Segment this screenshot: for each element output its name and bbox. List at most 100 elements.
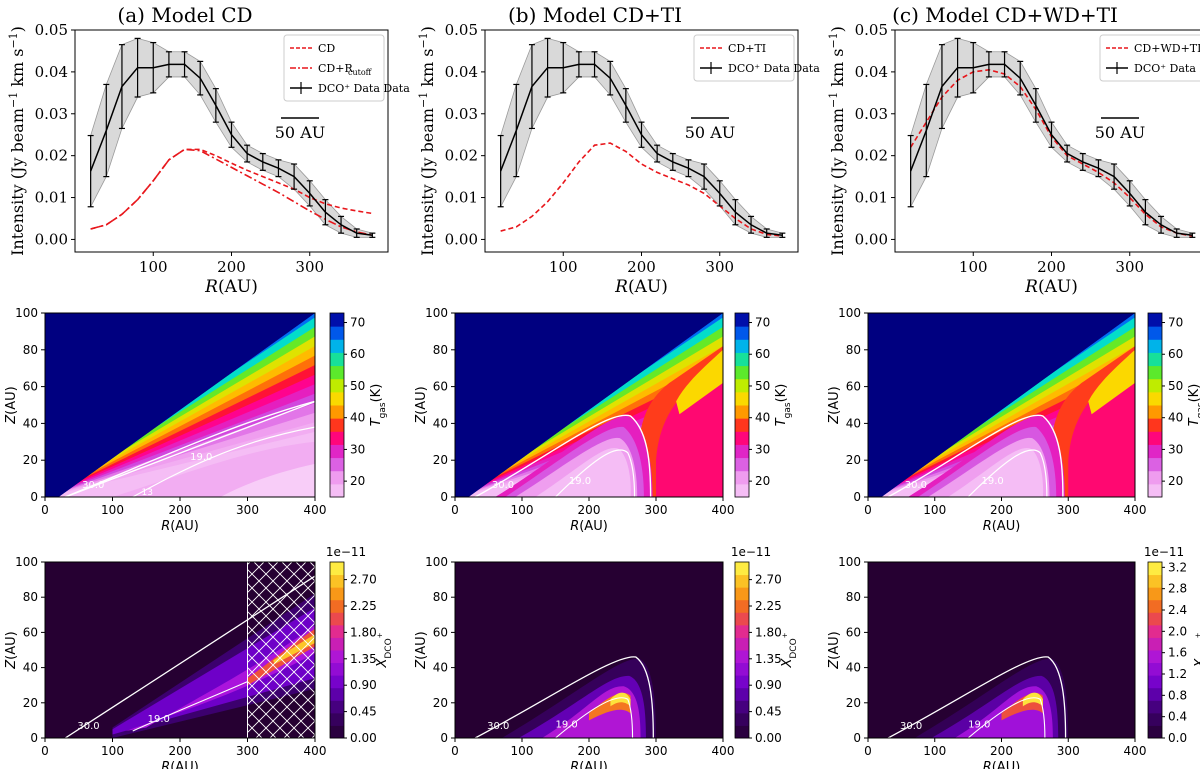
colorbar-segment	[735, 313, 749, 327]
contour-30	[64, 400, 315, 497]
colorbar-tick-label: 40	[755, 411, 770, 425]
x-tick-label: 200	[578, 744, 601, 758]
y-tick-label: 0.05	[35, 21, 68, 39]
contour-30	[474, 414, 652, 497]
colorbar-frame	[1147, 312, 1163, 498]
x-tick-label: 300	[1115, 258, 1144, 276]
legend-label: DCO⁺ Data Data	[318, 82, 410, 95]
profile-panel-b-profile: (b) Model CD+TI 0.00 0.01 0.02 0.03 0.04 0.05 1…	[417, 3, 821, 297]
colorbar-segment	[330, 470, 344, 485]
warm-outer-region	[676, 349, 723, 415]
y-tick-label: 100	[838, 306, 861, 320]
colorbar-tick-label: 2.70	[755, 573, 782, 587]
contour-label: 13	[142, 488, 153, 498]
x-tick-label: 100	[923, 744, 946, 758]
model-line-0	[500, 142, 783, 237]
colorbar-segment	[1148, 725, 1162, 739]
x-tick-label: 200	[578, 503, 601, 517]
y-tick-label: 0.02	[445, 147, 478, 165]
colorbar-tick-label: 2.0	[1168, 624, 1187, 638]
colorbar-segment	[330, 418, 344, 432]
colorbar-tick-label: 1.80	[350, 625, 377, 639]
colorbar-segment	[1148, 391, 1162, 406]
y-axis-label: Intensity (Jy beam−1 km s−1)	[827, 26, 848, 256]
y-tick-label: 0	[30, 731, 38, 745]
y-axis-label: Z(AU)	[4, 631, 19, 669]
colorbar-segment	[735, 599, 749, 613]
colorbar-tick-label: 60	[350, 347, 365, 361]
y-tick-label: 100	[838, 555, 861, 569]
colorbar-segment	[735, 483, 749, 498]
colorbar-segment	[330, 365, 344, 380]
colorbar-segment	[1148, 612, 1162, 626]
x-tick-label: 400	[1124, 744, 1147, 758]
contour-19	[967, 697, 1046, 738]
colorbar-segment	[735, 624, 749, 638]
x-tick-label: 100	[139, 258, 168, 276]
abundance-peak	[610, 692, 631, 707]
colorbar-tick-label: 40	[350, 411, 365, 425]
legend-box	[1099, 34, 1200, 82]
y-tick-label: 60	[433, 625, 448, 639]
x-tick-label: 300	[1057, 503, 1080, 517]
colorbar-segment	[735, 700, 749, 714]
legend-box	[693, 34, 795, 82]
x-tick-label: 200	[217, 258, 246, 276]
y-axis-label: Intensity (Jy beam−1 km s−1)	[7, 26, 28, 256]
colorbar-tick-label: 0.8	[1168, 688, 1187, 702]
colorbar-frame	[1147, 561, 1163, 739]
colorbar-segment	[1148, 431, 1162, 445]
colorbar-tick-label: 30	[755, 442, 770, 456]
colorbar-segment	[735, 662, 749, 676]
y-axis-label: Z(AU)	[414, 386, 429, 424]
y-tick-label: 0	[440, 490, 448, 504]
y-tick-label: 20	[846, 453, 861, 467]
colorbar-tick-label: 0.90	[350, 678, 377, 692]
legend: CD+WD+TI DCO⁺ Data Data	[1099, 34, 1200, 82]
colorbar-segment	[330, 431, 344, 445]
colorbar-frame	[329, 312, 345, 498]
contour-19	[967, 449, 1048, 497]
x-tick-label: 400	[304, 503, 327, 517]
colorbar-segment	[1148, 352, 1162, 367]
colorbar-multiplier: 1e−11	[326, 545, 366, 559]
colorbar-segment	[1148, 637, 1162, 651]
warm-outer-region	[656, 364, 723, 497]
colorbar-tick-label: 2.25	[350, 599, 377, 613]
y-tick-label: 80	[23, 343, 38, 357]
colorbar-tick-label: 50	[350, 379, 365, 393]
x-axis-label: R(AU)	[983, 519, 1021, 534]
colorbar-tick-label: 30	[350, 442, 365, 456]
colorbar-frame	[734, 312, 750, 498]
colorbar-segment	[735, 637, 749, 651]
x-tick-label: 300	[1057, 744, 1080, 758]
y-tick-label: 20	[23, 696, 38, 710]
colorbar-segment	[1148, 624, 1162, 638]
colorbar-tick-label: 1.6	[1168, 646, 1187, 660]
colorbar-tick-label: 60	[755, 347, 770, 361]
colorbar-segment	[735, 650, 749, 664]
colorbar-segment	[735, 612, 749, 626]
colorbar-tick-label: 0.45	[755, 705, 782, 719]
colorbar-label: Tgas(K)	[369, 384, 388, 427]
colorbar-segment	[735, 339, 749, 353]
y-tick-label: 0.04	[445, 63, 478, 81]
x-tick-label: 0	[41, 744, 49, 758]
x-tick-label: 300	[236, 744, 259, 758]
contour-label: 30.0	[77, 721, 99, 732]
scale-bar-label: 50 AU	[275, 123, 325, 142]
y-tick-label: 0.05	[445, 21, 478, 39]
panel-title: (b) Model CD+TI	[508, 3, 682, 27]
colorbar-segment	[330, 725, 344, 739]
colorbar-segment	[330, 612, 344, 626]
arch-interior	[535, 448, 631, 497]
colorbar-segment	[330, 675, 344, 689]
colorbar-segment	[1148, 339, 1162, 353]
colorbar-segment	[330, 405, 344, 419]
y-tick-label: 40	[23, 661, 38, 675]
colorbar-segment	[1148, 405, 1162, 419]
colorbar-segment	[735, 675, 749, 689]
contour-label: 30.0	[900, 721, 922, 732]
colorbar-segment	[330, 352, 344, 367]
